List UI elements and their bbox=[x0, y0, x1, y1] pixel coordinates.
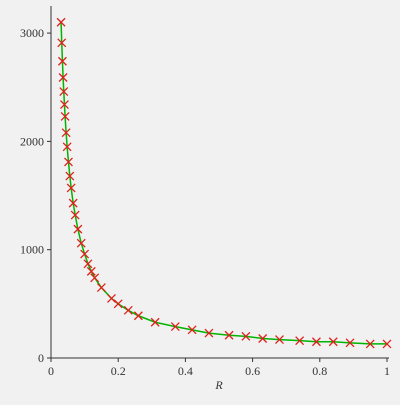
marker bbox=[61, 128, 71, 138]
marker bbox=[382, 339, 392, 349]
marker bbox=[187, 325, 197, 335]
marker bbox=[96, 283, 106, 293]
marker bbox=[57, 56, 67, 66]
marker bbox=[170, 322, 180, 332]
y-tick-label: 2000 bbox=[20, 134, 44, 148]
y-tick-label: 0 bbox=[38, 351, 44, 365]
marker bbox=[80, 249, 90, 259]
marker bbox=[150, 317, 160, 327]
marker bbox=[345, 338, 355, 348]
x-tick-label: 0.4 bbox=[178, 364, 193, 378]
marker bbox=[59, 87, 69, 97]
marker bbox=[70, 210, 80, 220]
marker bbox=[57, 38, 67, 48]
marker bbox=[113, 299, 123, 309]
y-tick-label: 3000 bbox=[20, 26, 44, 40]
marker bbox=[65, 171, 75, 181]
marker bbox=[107, 293, 116, 303]
marker bbox=[68, 198, 78, 208]
marker bbox=[86, 266, 96, 276]
marker bbox=[76, 238, 86, 248]
marker bbox=[204, 328, 214, 338]
marker bbox=[123, 305, 133, 315]
marker bbox=[60, 112, 70, 121]
marker bbox=[328, 337, 338, 347]
marker bbox=[241, 331, 251, 341]
x-tick-label: 0.2 bbox=[111, 364, 126, 378]
marker bbox=[365, 339, 375, 349]
marker bbox=[275, 335, 284, 345]
marker bbox=[133, 311, 143, 321]
marker bbox=[59, 100, 69, 110]
marker bbox=[311, 337, 321, 347]
marker bbox=[258, 334, 268, 343]
marker bbox=[83, 259, 93, 269]
marker bbox=[62, 142, 72, 152]
x-tick-label: 0.8 bbox=[312, 364, 327, 378]
marker bbox=[56, 17, 66, 27]
y-tick-label: 1000 bbox=[20, 243, 44, 257]
marker bbox=[73, 224, 83, 234]
marker bbox=[64, 157, 73, 167]
x-tick-label: 1 bbox=[384, 364, 390, 378]
x-tick-label: 0 bbox=[48, 364, 54, 378]
marker bbox=[90, 273, 100, 283]
marker bbox=[58, 73, 68, 82]
x-tick-label: 0.6 bbox=[245, 364, 260, 378]
x-axis-label: R bbox=[214, 378, 223, 392]
marker bbox=[66, 183, 76, 193]
marker bbox=[224, 330, 234, 340]
marker bbox=[295, 336, 305, 346]
